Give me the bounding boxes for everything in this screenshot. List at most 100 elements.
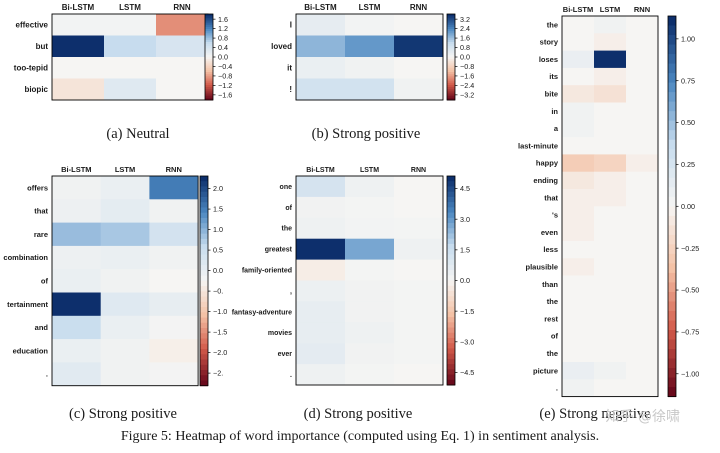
colorbar-segment bbox=[447, 238, 455, 245]
colorbar-segment bbox=[668, 272, 676, 283]
colorbar-segment bbox=[200, 228, 208, 235]
row-label: the bbox=[282, 226, 293, 233]
heatmap-cell bbox=[626, 240, 659, 259]
colorbar-tick-label: 0.4 bbox=[218, 43, 228, 52]
heatmap-cell bbox=[345, 238, 395, 260]
colorbar-segment bbox=[447, 264, 455, 271]
heatmap-cell bbox=[296, 176, 346, 198]
heatmap-cell bbox=[345, 280, 395, 302]
heatmap-cell bbox=[100, 339, 150, 363]
colorbar-segment bbox=[200, 207, 208, 214]
colorbar-segment bbox=[200, 191, 208, 198]
column-label: LSTM bbox=[115, 165, 135, 174]
colorbar-tick-label: −2.4 bbox=[460, 81, 474, 90]
colorbar-segment bbox=[205, 87, 213, 90]
heatmap-cell bbox=[394, 322, 444, 344]
heatmap-cell bbox=[149, 292, 199, 317]
row-label: less bbox=[543, 245, 558, 254]
row-label: rare bbox=[34, 230, 48, 239]
colorbar-tick-label: 1.00 bbox=[681, 34, 695, 43]
colorbar-segment bbox=[205, 97, 213, 101]
colorbar-segment bbox=[447, 46, 455, 49]
row-label: . bbox=[46, 370, 48, 379]
colorbar-tick-label: 4.5 bbox=[460, 184, 470, 193]
row-label: that bbox=[34, 207, 48, 216]
row-label: happy bbox=[536, 159, 559, 168]
row-label: than bbox=[542, 280, 558, 289]
heatmap-cell bbox=[156, 14, 209, 36]
colorbar-segment bbox=[668, 82, 676, 93]
colorbar-segment bbox=[447, 84, 455, 88]
colorbar-segment bbox=[200, 238, 208, 245]
colorbar-segment bbox=[668, 187, 676, 198]
heatmap-panel-c: Bi-LSTM LSTM RNN offers that rare combination o… bbox=[3, 165, 227, 422]
colorbar-segment bbox=[205, 80, 213, 84]
colorbar-segment bbox=[200, 343, 208, 350]
heatmap-cell bbox=[626, 327, 659, 346]
row-label: biopic bbox=[24, 85, 48, 94]
row-label: movies bbox=[268, 330, 292, 337]
heatmap-cell bbox=[562, 310, 595, 328]
colorbar-segment bbox=[447, 186, 455, 193]
colorbar-segment bbox=[447, 379, 455, 386]
heatmap-cell bbox=[562, 327, 595, 346]
row-label: loved bbox=[271, 42, 292, 51]
colorbar-segment bbox=[447, 57, 455, 60]
colorbar-segment bbox=[668, 139, 676, 150]
row-label: loses bbox=[539, 55, 558, 64]
heatmap-cell bbox=[149, 222, 199, 247]
heatmap-cell bbox=[394, 14, 444, 36]
colorbar-segment bbox=[200, 328, 208, 334]
colorbar-segment bbox=[205, 50, 213, 54]
colorbar-segment bbox=[668, 44, 676, 55]
colorbar-segment bbox=[447, 91, 455, 95]
colorbar-segment bbox=[200, 349, 208, 355]
panel-caption: (d) Strong positive bbox=[304, 406, 413, 422]
heatmap-cell bbox=[626, 379, 659, 397]
colorbar-segment bbox=[447, 24, 455, 28]
colorbar-segment bbox=[668, 168, 676, 179]
heatmap-panel-d: Bi-LSTM LSTM RNN one of the greatest family-ori… bbox=[232, 167, 475, 422]
heatmap-cell bbox=[296, 280, 346, 302]
colorbar-segment bbox=[668, 101, 676, 112]
colorbar-segment bbox=[668, 206, 676, 217]
heatmap-cell bbox=[562, 67, 595, 86]
colorbar-segment bbox=[447, 78, 455, 82]
heatmap-cell bbox=[52, 269, 102, 293]
heatmap-cell bbox=[562, 240, 595, 259]
heatmap-cell bbox=[562, 258, 595, 276]
heatmap-cell bbox=[394, 78, 444, 101]
heatmap-cell bbox=[345, 78, 395, 101]
column-label: RNN bbox=[173, 3, 191, 12]
watermark: 知乎 @徐啸 bbox=[605, 409, 680, 425]
colorbar-segment bbox=[447, 181, 455, 187]
row-label: of bbox=[551, 332, 559, 341]
panel-caption: (b) Strong positive bbox=[312, 126, 421, 142]
heatmap-cell bbox=[562, 206, 595, 224]
heatmap-cell bbox=[149, 339, 199, 363]
heatmap-cell bbox=[149, 245, 199, 270]
heatmap-cell bbox=[594, 292, 627, 311]
heatmap-cell bbox=[52, 222, 102, 247]
heatmap-cell bbox=[562, 50, 595, 69]
heatmap-cell bbox=[345, 35, 395, 58]
heatmap-cell bbox=[100, 199, 150, 223]
heatmap-cell bbox=[100, 362, 150, 387]
colorbar-tick-label: 1.2 bbox=[218, 24, 228, 33]
colorbar-segment bbox=[668, 63, 676, 74]
colorbar-segment bbox=[668, 329, 676, 341]
heatmap-cell bbox=[562, 137, 595, 155]
heatmap-cell bbox=[594, 102, 627, 121]
colorbar-segment bbox=[205, 48, 213, 52]
colorbar-segment bbox=[447, 337, 455, 344]
colorbar-segment bbox=[668, 320, 676, 331]
row-label: plausible bbox=[525, 262, 558, 271]
heatmap-cell bbox=[100, 315, 150, 340]
colorbar-segment bbox=[668, 120, 676, 131]
heatmap-cell bbox=[562, 344, 595, 363]
colorbar-segment bbox=[447, 332, 455, 339]
heatmap-cell bbox=[626, 362, 659, 380]
heatmap-cell bbox=[626, 206, 659, 224]
heatmap-cell bbox=[296, 322, 346, 344]
